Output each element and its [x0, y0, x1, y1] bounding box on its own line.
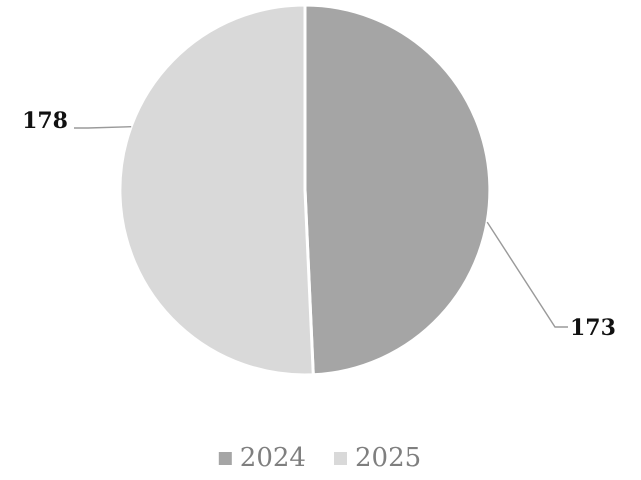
pie-slice-2025 — [118, 3, 315, 377]
legend-label-2024: 2024 — [240, 443, 306, 473]
data-label-2024: 173 — [570, 315, 616, 341]
data-labels: 173 178 — [22, 108, 616, 341]
leader-line-2025 — [74, 126, 132, 129]
legend-swatch-2025 — [334, 452, 347, 465]
legend-item-2025: 2025 — [334, 443, 421, 473]
legend-swatch-2024 — [218, 452, 232, 465]
leader-lines — [74, 126, 568, 328]
legend: 2024 2025 — [218, 443, 421, 473]
legend-item-2024: 2024 — [218, 443, 306, 473]
leader-line-2024 — [486, 221, 568, 328]
legend-label-2025: 2025 — [355, 443, 421, 473]
pie-slice-2024 — [303, 3, 492, 377]
pie-slices — [118, 3, 492, 377]
data-label-2025: 178 — [22, 108, 68, 134]
